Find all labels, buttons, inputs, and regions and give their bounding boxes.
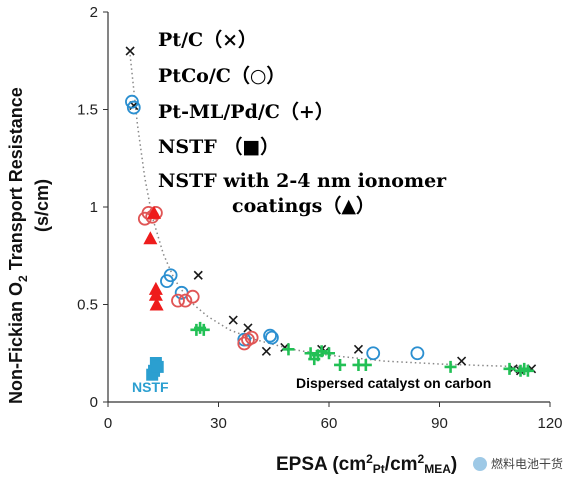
data-point (185, 289, 200, 304)
data-point (163, 268, 178, 283)
data-point (457, 356, 467, 366)
y-tick-label: 1.5 (77, 102, 98, 119)
annotation-nstf: NSTF (132, 379, 169, 395)
data-point (178, 293, 193, 308)
x-tick-label: 120 (537, 415, 562, 432)
data-point (282, 343, 295, 356)
x-tick-label: 90 (431, 415, 448, 432)
data-point (521, 364, 534, 377)
y-tick-label: 2 (90, 4, 98, 21)
data-point (263, 328, 277, 343)
x-axis-title-sup1: 2 (366, 452, 373, 466)
data-point (366, 346, 381, 361)
data-marks (125, 46, 537, 381)
data-point (148, 287, 163, 301)
y-axis-title: Non-Fickian O2 Transport Resistance (s/c… (6, 87, 52, 404)
x-axis-title-sub2: MEA (424, 462, 451, 476)
data-point (125, 46, 135, 56)
x-tick-label: 30 (210, 415, 227, 432)
data-point (126, 100, 141, 115)
x-axis-title-text: EPSA (cm (276, 454, 366, 475)
watermark-text: 燃料电池干货 (490, 457, 563, 471)
series-nstf-with-2-4-nm-ionomer-coatings (143, 205, 164, 311)
data-point (171, 293, 185, 308)
data-point (444, 360, 457, 373)
legend-entry-nstf-coated-line2: coatings（▲） (232, 194, 375, 217)
series-nstf (146, 357, 164, 381)
data-point (197, 323, 210, 336)
data-point (334, 358, 347, 371)
y-tick-label: 0 (90, 394, 98, 411)
legend-entry-nstf-coated: NSTF with 2-4 nm ionomer (158, 170, 447, 192)
data-point (149, 297, 164, 311)
data-point (151, 360, 164, 373)
legend-entry-ptml: Pt-ML/Pd/C（+） (158, 100, 334, 123)
fuel-cell-logo-icon (472, 456, 487, 471)
series-pt-ml-pd-c (190, 321, 534, 377)
data-point (125, 94, 139, 109)
y-axis-title-line2: (s/cm) (32, 179, 52, 232)
x-axis-title-sup2: 2 (418, 452, 425, 466)
data-point (315, 345, 328, 358)
trend-curve (129, 54, 532, 368)
data-point (261, 346, 271, 356)
watermark: 燃料电池干货 (472, 455, 563, 472)
data-point (353, 344, 364, 354)
data-point (244, 330, 259, 345)
x-axis-title-sub1: Pt (373, 462, 385, 476)
data-point (147, 205, 162, 219)
y-tick-label: 1 (90, 199, 98, 216)
data-point (237, 332, 252, 347)
data-point (243, 323, 253, 333)
x-axis-title: EPSA (cm2Pt/cm2MEA) (276, 452, 457, 476)
axes: 0 30 60 90 120 0 0.5 1 1.5 2 (77, 4, 562, 432)
legend: Pt/C（×） PtCo/C（○） Pt-ML/Pd/C（+） NSTF （■）… (158, 28, 447, 217)
series-ptco-c (137, 205, 259, 351)
data-point (323, 347, 335, 360)
legend-entry-ptc: Pt/C（×） (158, 28, 257, 51)
data-point (193, 270, 203, 280)
legend-entry-nstf: NSTF （■） (158, 135, 279, 158)
data-point (143, 231, 158, 245)
x-axis-title-slash: /cm (385, 454, 418, 475)
series-ptco-c (125, 94, 425, 361)
data-point (410, 346, 425, 361)
x-tick-label: 60 (321, 415, 338, 432)
trend-curve-layer (129, 54, 532, 368)
data-point (265, 330, 279, 345)
legend-entry-ptco: PtCo/C（○） (158, 64, 286, 87)
data-point (359, 358, 372, 371)
y-tick-label: 0.5 (77, 297, 98, 314)
x-axis-title-close: ) (451, 454, 457, 475)
data-point (503, 362, 516, 375)
x-tick-label: 0 (104, 415, 112, 432)
data-point (228, 315, 238, 325)
y-axis-title-line1: Non-Fickian O2 Transport Resistance (6, 87, 30, 404)
annotation-dispersed-catalyst: Dispersed catalyst on carbon (296, 375, 491, 391)
